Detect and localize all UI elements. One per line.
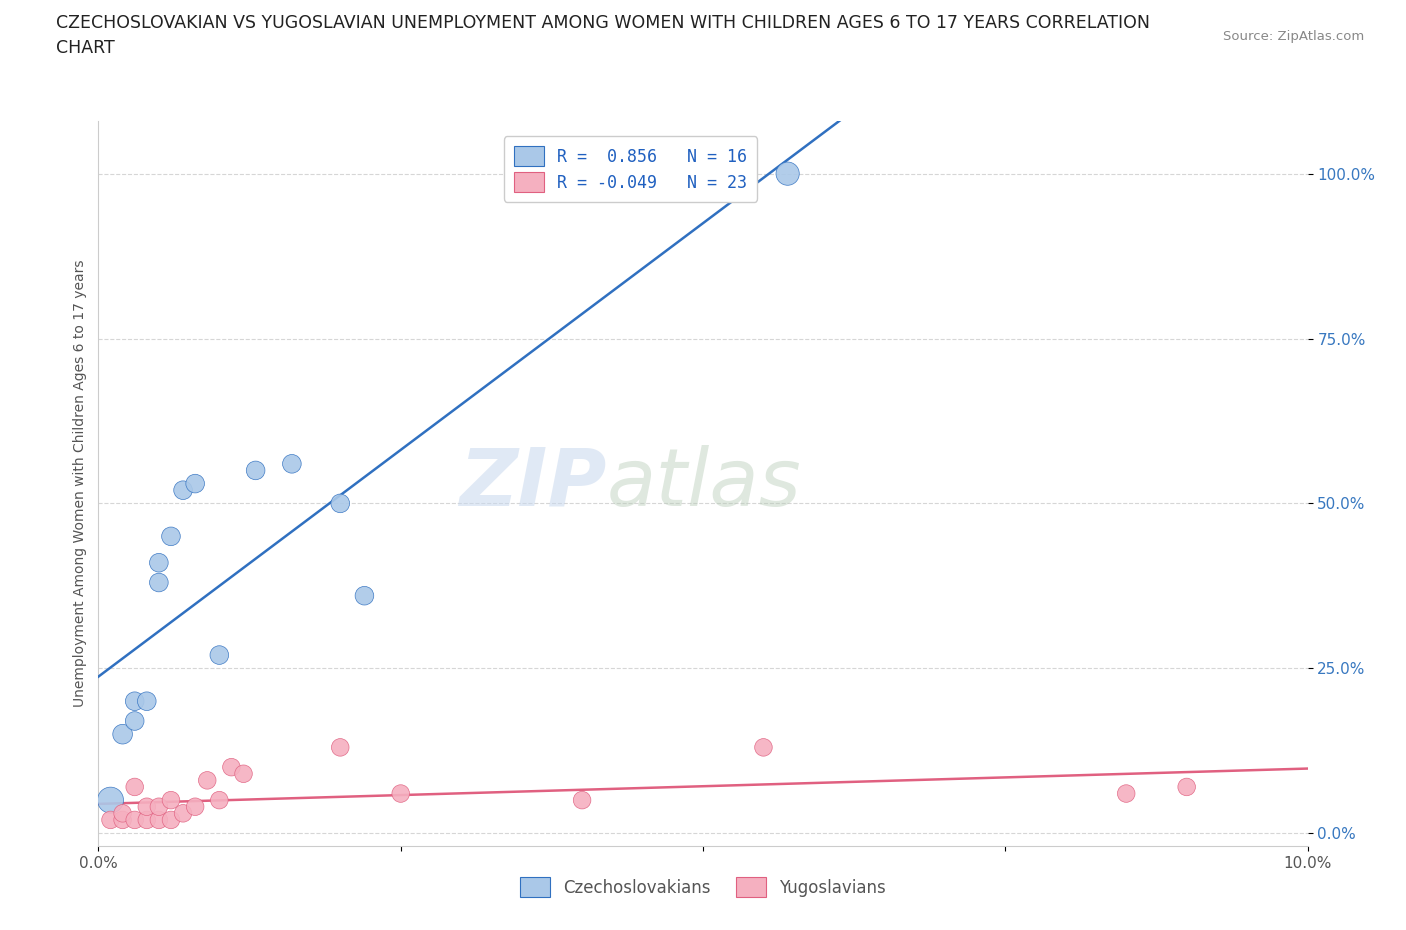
Y-axis label: Unemployment Among Women with Children Ages 6 to 17 years: Unemployment Among Women with Children A… xyxy=(73,259,87,708)
Point xyxy=(172,483,194,498)
Point xyxy=(124,813,146,828)
Point xyxy=(160,529,183,544)
Point xyxy=(571,792,593,807)
Point xyxy=(195,773,218,788)
Point xyxy=(160,813,183,828)
Point xyxy=(100,792,122,807)
Point xyxy=(148,813,170,828)
Point xyxy=(124,779,146,794)
Point xyxy=(124,694,146,709)
Point xyxy=(111,813,134,828)
Point xyxy=(1175,779,1198,794)
Point xyxy=(329,740,352,755)
Point xyxy=(184,799,207,814)
Point xyxy=(208,647,231,662)
Text: ZIP: ZIP xyxy=(458,445,606,523)
Point xyxy=(329,496,352,511)
Point xyxy=(148,575,170,590)
Point xyxy=(148,799,170,814)
Point xyxy=(124,713,146,728)
Text: CZECHOSLOVAKIAN VS YUGOSLAVIAN UNEMPLOYMENT AMONG WOMEN WITH CHILDREN AGES 6 TO : CZECHOSLOVAKIAN VS YUGOSLAVIAN UNEMPLOYM… xyxy=(56,14,1150,32)
Text: Source: ZipAtlas.com: Source: ZipAtlas.com xyxy=(1223,30,1364,43)
Point xyxy=(111,806,134,821)
Point xyxy=(184,476,207,491)
Point xyxy=(135,799,157,814)
Point xyxy=(100,813,122,828)
Point xyxy=(245,463,267,478)
Point xyxy=(135,694,157,709)
Point xyxy=(160,792,183,807)
Text: atlas: atlas xyxy=(606,445,801,523)
Point xyxy=(148,555,170,570)
Text: CHART: CHART xyxy=(56,39,115,57)
Point xyxy=(135,813,157,828)
Point xyxy=(389,786,412,801)
Point xyxy=(776,166,799,181)
Point xyxy=(221,760,243,775)
Point xyxy=(208,792,231,807)
Point xyxy=(232,766,254,781)
Point xyxy=(172,806,194,821)
Point xyxy=(1115,786,1137,801)
Point xyxy=(281,457,304,472)
Point xyxy=(111,726,134,741)
Point xyxy=(752,740,775,755)
Legend: Czechoslovakians, Yugoslavians: Czechoslovakians, Yugoslavians xyxy=(513,870,893,903)
Point xyxy=(353,589,375,604)
